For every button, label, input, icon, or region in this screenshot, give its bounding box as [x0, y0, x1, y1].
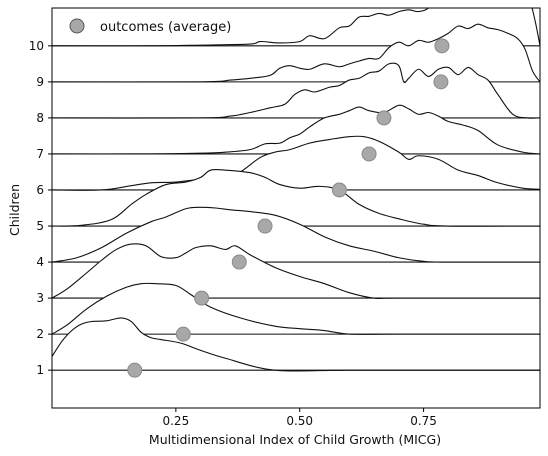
average-points — [127, 38, 450, 378]
y-tick-label: 7 — [36, 147, 44, 161]
ridge-fill-10 — [52, 8, 540, 46]
ridge-line-10 — [52, 8, 540, 47]
x-tick-label: 0.50 — [286, 414, 313, 428]
ridge-line-6 — [52, 135, 540, 191]
ridge-fill-2 — [52, 283, 540, 335]
ridge-line-9 — [52, 23, 540, 83]
average-point-5 — [257, 218, 273, 234]
y-tick-label: 1 — [36, 363, 44, 377]
average-point-9 — [433, 74, 449, 90]
y-tick-label: 9 — [36, 75, 44, 89]
y-tick-label: 4 — [36, 255, 44, 269]
ridge-fill-4 — [52, 207, 540, 263]
y-tick-label: 8 — [36, 111, 44, 125]
legend: outcomes (average) — [69, 18, 231, 35]
average-point-8 — [376, 110, 392, 126]
ridge-line-3 — [52, 243, 540, 300]
ridge-fill-9 — [52, 24, 540, 83]
average-point-3 — [194, 290, 210, 306]
x-axis-ticks: 0.25 0.50 0.75 — [162, 408, 437, 428]
average-point-6 — [331, 182, 347, 198]
ridge-fill-1 — [52, 317, 540, 372]
ridge-line-5 — [52, 168, 540, 227]
average-point-1 — [127, 362, 143, 378]
ridge-line-1 — [52, 317, 540, 372]
ridge-line-8 — [52, 62, 540, 119]
density-ridges — [52, 8, 540, 372]
average-point-7 — [361, 146, 377, 162]
ridge-line-4 — [52, 206, 540, 263]
ridge-fill-7 — [52, 105, 540, 154]
ridge-line-7 — [52, 104, 540, 155]
legend-label: outcomes (average) — [100, 20, 231, 35]
average-point-10 — [434, 38, 450, 54]
y-tick-label: 3 — [36, 291, 44, 305]
y-axis-ticks: 1 2 3 4 5 6 7 8 9 10 — [29, 39, 52, 377]
legend-marker — [69, 18, 85, 34]
ridge-fill-6 — [52, 136, 540, 191]
y-tick-label: 6 — [36, 183, 44, 197]
average-point-2 — [175, 326, 191, 342]
ridge-fill-8 — [52, 63, 540, 119]
y-axis-label: Children — [7, 184, 22, 236]
x-tick-label: 0.25 — [162, 414, 189, 428]
ridge-line-2 — [52, 282, 540, 335]
x-tick-label: 0.75 — [410, 414, 437, 428]
x-axis-label: Multidimensional Index of Child Growth (… — [149, 432, 441, 447]
y-tick-label: 5 — [36, 219, 44, 233]
y-tick-label: 10 — [29, 39, 44, 53]
plot-frame — [51, 7, 541, 409]
y-tick-label: 2 — [36, 327, 44, 341]
average-point-4 — [231, 254, 247, 270]
